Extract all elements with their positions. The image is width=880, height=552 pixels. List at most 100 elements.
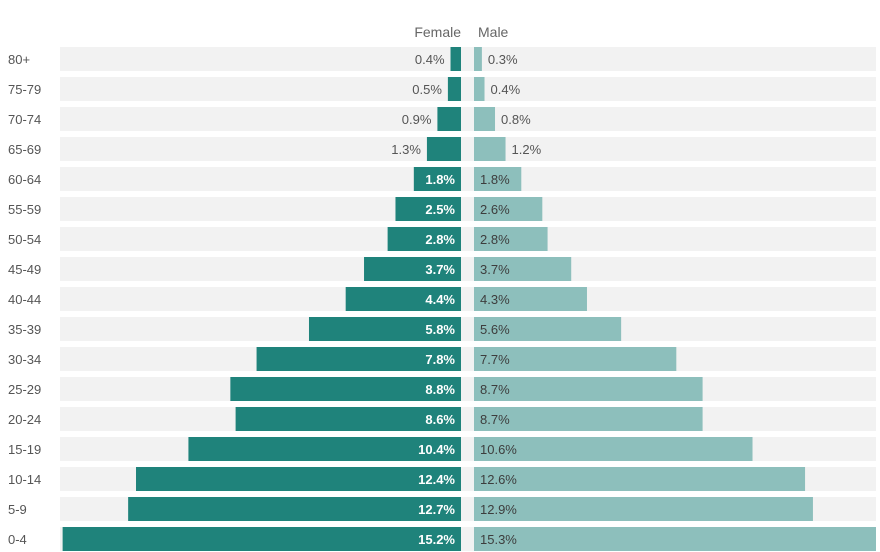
- row-background: [60, 377, 876, 401]
- data-label-male: 2.8%: [480, 232, 510, 247]
- bar-female: [345, 287, 461, 311]
- bar-female: [437, 107, 461, 131]
- bar-female: [387, 227, 461, 251]
- data-label-female: 2.8%: [425, 232, 455, 247]
- bar-female: [128, 497, 461, 521]
- row-background: [60, 77, 876, 101]
- y-tick-label: 65-69: [8, 142, 41, 157]
- bar-male: [474, 77, 485, 101]
- bar-female: [450, 47, 461, 71]
- bar-male: [474, 407, 703, 431]
- y-tick-label: 0-4: [8, 532, 27, 547]
- data-label-female: 10.4%: [418, 442, 455, 457]
- data-label-female: 8.6%: [425, 412, 455, 427]
- data-label-male: 2.6%: [480, 202, 510, 217]
- data-label-male: 4.3%: [480, 292, 510, 307]
- data-label-female: 0.9%: [402, 112, 432, 127]
- y-tick-label: 45-49: [8, 262, 41, 277]
- y-tick-label: 75-79: [8, 82, 41, 97]
- legend: Female Male: [414, 24, 508, 40]
- row-background: [60, 167, 876, 191]
- bar-male: [474, 107, 496, 131]
- row-background: [60, 137, 876, 161]
- bar-female: [235, 407, 461, 431]
- bar-female: [188, 437, 461, 461]
- y-tick-label: 60-64: [8, 172, 41, 187]
- y-tick-label: 30-34: [8, 352, 41, 367]
- row-background: [60, 407, 876, 431]
- row-background: [60, 317, 876, 341]
- chart-rows: 80+ 0.4% 0.3% 75-79 0.5% 0.4% 70-74 0.9% 0.8% 65-…: [8, 47, 876, 551]
- y-tick-label: 80+: [8, 52, 30, 67]
- bar-male: [474, 467, 806, 491]
- data-label-female: 5.8%: [425, 322, 455, 337]
- bar-female: [308, 317, 461, 341]
- row-background: [60, 287, 876, 311]
- data-label-female: 12.4%: [418, 472, 455, 487]
- row-background: [60, 257, 876, 281]
- row-background: [60, 227, 876, 251]
- data-label-female: 1.8%: [425, 172, 455, 187]
- bar-male: [474, 377, 703, 401]
- y-tick-label: 25-29: [8, 382, 41, 397]
- data-label-male: 1.2%: [512, 142, 542, 157]
- data-label-male: 0.8%: [501, 112, 531, 127]
- row-background: [60, 347, 876, 371]
- data-label-male: 1.8%: [480, 172, 510, 187]
- data-label-male: 15.3%: [480, 532, 517, 547]
- bar-female: [256, 347, 461, 371]
- row-background: [60, 107, 876, 131]
- data-label-male: 7.7%: [480, 352, 510, 367]
- data-label-female: 2.5%: [425, 202, 455, 217]
- bar-female: [413, 167, 461, 191]
- bar-male: [474, 47, 482, 71]
- bar-female: [62, 527, 462, 551]
- data-label-female: 1.3%: [391, 142, 421, 157]
- bar-male: [474, 197, 543, 221]
- data-label-male: 12.9%: [480, 502, 517, 517]
- bar-male: [474, 347, 677, 371]
- data-label-female: 12.7%: [418, 502, 455, 517]
- bar-female: [426, 137, 461, 161]
- bar-male: [474, 437, 753, 461]
- row-background: [60, 197, 876, 221]
- bar-male: [474, 527, 876, 551]
- y-tick-label: 5-9: [8, 502, 27, 517]
- y-tick-label: 55-59: [8, 202, 41, 217]
- y-tick-label: 40-44: [8, 292, 41, 307]
- bar-male: [474, 287, 587, 311]
- data-label-female: 15.2%: [418, 532, 455, 547]
- bar-male: [474, 137, 506, 161]
- row-background: [60, 47, 876, 71]
- data-label-male: 3.7%: [480, 262, 510, 277]
- data-label-female: 0.5%: [412, 82, 442, 97]
- bar-male: [474, 167, 522, 191]
- data-label-female: 8.8%: [425, 382, 455, 397]
- data-label-male: 10.6%: [480, 442, 517, 457]
- data-label-female: 0.4%: [415, 52, 445, 67]
- y-tick-label: 20-24: [8, 412, 41, 427]
- bar-female: [230, 377, 461, 401]
- bar-female: [447, 77, 461, 101]
- y-tick-label: 35-39: [8, 322, 41, 337]
- data-label-female: 4.4%: [425, 292, 455, 307]
- data-label-female: 3.7%: [425, 262, 455, 277]
- data-label-male: 8.7%: [480, 412, 510, 427]
- bar-male: [474, 497, 813, 521]
- bar-female: [136, 467, 461, 491]
- y-tick-label: 10-14: [8, 472, 41, 487]
- data-label-male: 0.3%: [488, 52, 518, 67]
- data-label-female: 7.8%: [425, 352, 455, 367]
- data-label-male: 12.6%: [480, 472, 517, 487]
- data-label-male: 0.4%: [491, 82, 521, 97]
- legend-female: Female: [414, 24, 461, 40]
- bar-female: [364, 257, 461, 281]
- legend-male: Male: [478, 24, 509, 40]
- bar-male: [474, 257, 572, 281]
- y-tick-label: 70-74: [8, 112, 41, 127]
- bar-male: [474, 227, 548, 251]
- y-tick-label: 50-54: [8, 232, 41, 247]
- data-label-male: 8.7%: [480, 382, 510, 397]
- data-label-male: 5.6%: [480, 322, 510, 337]
